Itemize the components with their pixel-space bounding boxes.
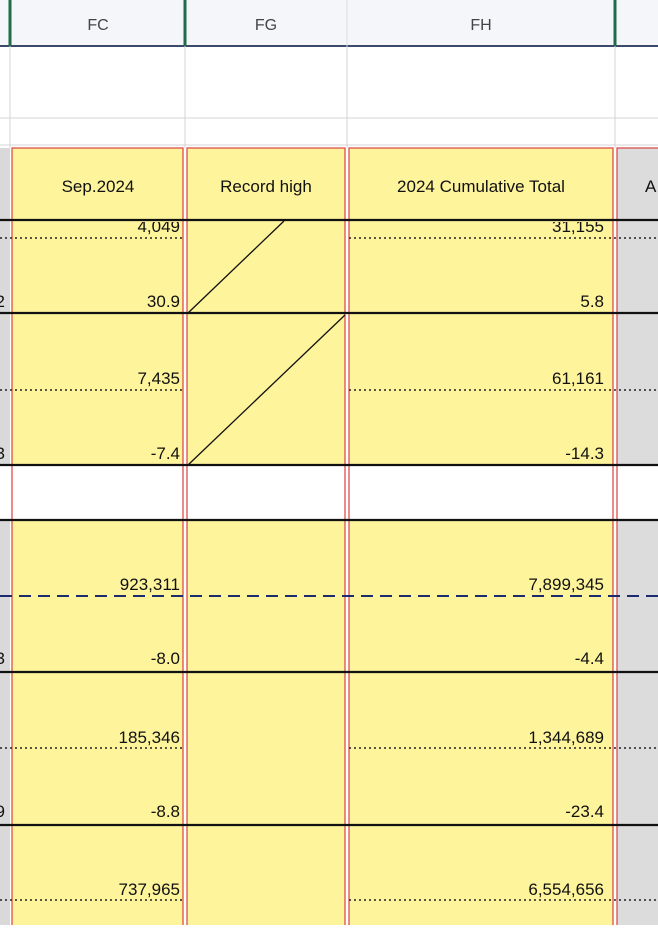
cell-value: 185,346 — [119, 728, 180, 747]
cell-value: -14.3 — [565, 444, 604, 463]
dotted-lines — [0, 237, 658, 901]
grid-lines — [0, 46, 658, 148]
cell-value: -23.4 — [565, 802, 604, 821]
cell-value: 923,311 — [120, 575, 180, 594]
cell-value: 30.9 — [147, 292, 180, 311]
cell-value: 1,344,689 — [528, 728, 604, 747]
next-column — [616, 147, 658, 930]
column-letter: FC — [87, 17, 108, 34]
table-header: 2024 Cumulative Total — [397, 177, 565, 196]
cell-value: 31,155 — [552, 217, 604, 236]
table-header: Sep.2024 — [62, 177, 135, 196]
left-stub — [0, 148, 10, 925]
cell-value: -7.4 — [151, 444, 180, 463]
cell-value: 7,435 — [137, 369, 180, 388]
cell-value: -8.8 — [151, 802, 180, 821]
column-header-band — [0, 0, 658, 46]
column-tabs — [8, 0, 617, 46]
cell-value: 5.8 — [580, 292, 604, 311]
blank-row-borders — [11, 466, 618, 519]
table-header: Record high — [220, 177, 312, 196]
left-edge-fragment: 3 — [0, 649, 5, 668]
left-edge-fragment: 3 — [0, 444, 5, 463]
cell-value: 4,049 — [137, 217, 180, 236]
cell-value: 7,899,345 — [528, 575, 604, 594]
cell-texts: FC FG FH Sep.2024 Record high 2024 Cumulative… — [0, 17, 657, 899]
cell-value: 737,965 — [119, 880, 180, 899]
row-borders — [0, 218, 658, 827]
cell-value: -4.4 — [575, 649, 604, 668]
table-header: A — [645, 177, 657, 196]
diagonals — [187, 220, 346, 466]
left-edge-fragment: 9 — [0, 802, 5, 821]
left-edge-fragment: 2 — [0, 292, 5, 311]
column-letter: FG — [255, 17, 277, 34]
blank-row — [0, 466, 658, 519]
column-letter: FH — [470, 17, 491, 34]
clipped-row: 4,049 31,155 — [137, 217, 604, 236]
cell-value: 6,554,656 — [528, 880, 604, 899]
cell-value: 61,161 — [552, 369, 604, 388]
cell-value: -8.0 — [151, 649, 180, 668]
yellow-columns — [11, 147, 614, 930]
